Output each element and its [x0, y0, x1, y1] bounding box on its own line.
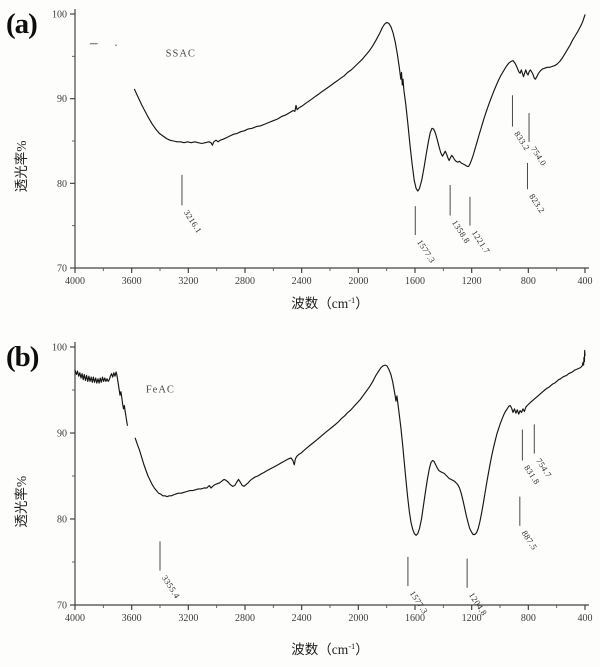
x-tick-label: 4000 [65, 276, 85, 287]
peak-wavenumber-label: 754.0 [529, 144, 549, 167]
y-tick-label: 100 [52, 343, 67, 354]
sample-name-label: FeAC [146, 385, 175, 396]
spectrum-panel-a: (a) 100 90 80 70 4000 3600 3200 2800 2400 2000 160… [0, 0, 600, 333]
x-tick-label: 4000 [65, 613, 85, 624]
x-tick-label: 3600 [122, 613, 142, 624]
x-tick-label: 800 [521, 276, 536, 287]
sample-name-label: SSAC [166, 48, 196, 59]
x-tick-label: 2000 [348, 276, 368, 287]
x-tick-label: 3600 [122, 276, 142, 287]
x-tick-label: 400 [578, 613, 593, 624]
x-tick-label: 2400 [292, 613, 312, 624]
panel-label-b: (b) [6, 341, 39, 373]
spectrum-curve-feac [74, 369, 128, 426]
x-tick-label: 2800 [235, 276, 255, 287]
y-axis-title: 透光率% [13, 141, 29, 193]
y-tick-label: 70 [57, 264, 67, 275]
x-axis-title: 波数（cm-1） [291, 641, 369, 657]
x-tick-label: 1200 [462, 613, 482, 624]
peak-wavenumber-label: 1221.7 [470, 228, 492, 255]
y-axis-title: 透光率% [13, 476, 29, 528]
x-axis-title: 波数（cm-1） [291, 295, 369, 311]
y-tick-label: 80 [57, 179, 67, 190]
spectrum-panel-b: (b) 100 90 80 70 4000 3600 3200 2800 2400 2000 160… [0, 333, 600, 667]
x-tick-label: 1600 [405, 276, 425, 287]
x-tick-label: 800 [521, 613, 536, 624]
y-tick-label: 70 [57, 601, 67, 612]
peak-wavenumber-label: 3216.1 [182, 208, 204, 235]
x-tick-label: 3200 [178, 276, 198, 287]
spectrum-curve-feac [134, 349, 586, 536]
y-tick-label: 90 [57, 429, 67, 440]
y-tick-label: 100 [52, 10, 67, 21]
x-tick-label: 1200 [462, 276, 482, 287]
x-tick-label: 3200 [178, 613, 198, 624]
spectrum-curve-ssac [133, 14, 586, 192]
y-tick-label: 90 [57, 94, 67, 105]
peak-wavenumber-label: 1577.3 [415, 238, 437, 265]
peak-wavenumber-label: 887.5 [520, 529, 540, 552]
x-tick-label: 400 [578, 276, 593, 287]
x-tick-label: 2000 [348, 613, 368, 624]
peak-wavenumber-label: 823.2 [527, 192, 547, 215]
peak-wavenumber-label: 3355.4 [160, 573, 183, 600]
x-tick-label: 1600 [405, 613, 425, 624]
x-tick-label: 2800 [235, 613, 255, 624]
peak-wavenumber-label: 1577.3 [408, 589, 430, 616]
x-tick-label: 2400 [292, 276, 312, 287]
panel-label-a: (a) [6, 8, 38, 40]
y-tick-label: 80 [57, 515, 67, 526]
peak-wavenumber-label: 1358.8 [450, 218, 472, 245]
